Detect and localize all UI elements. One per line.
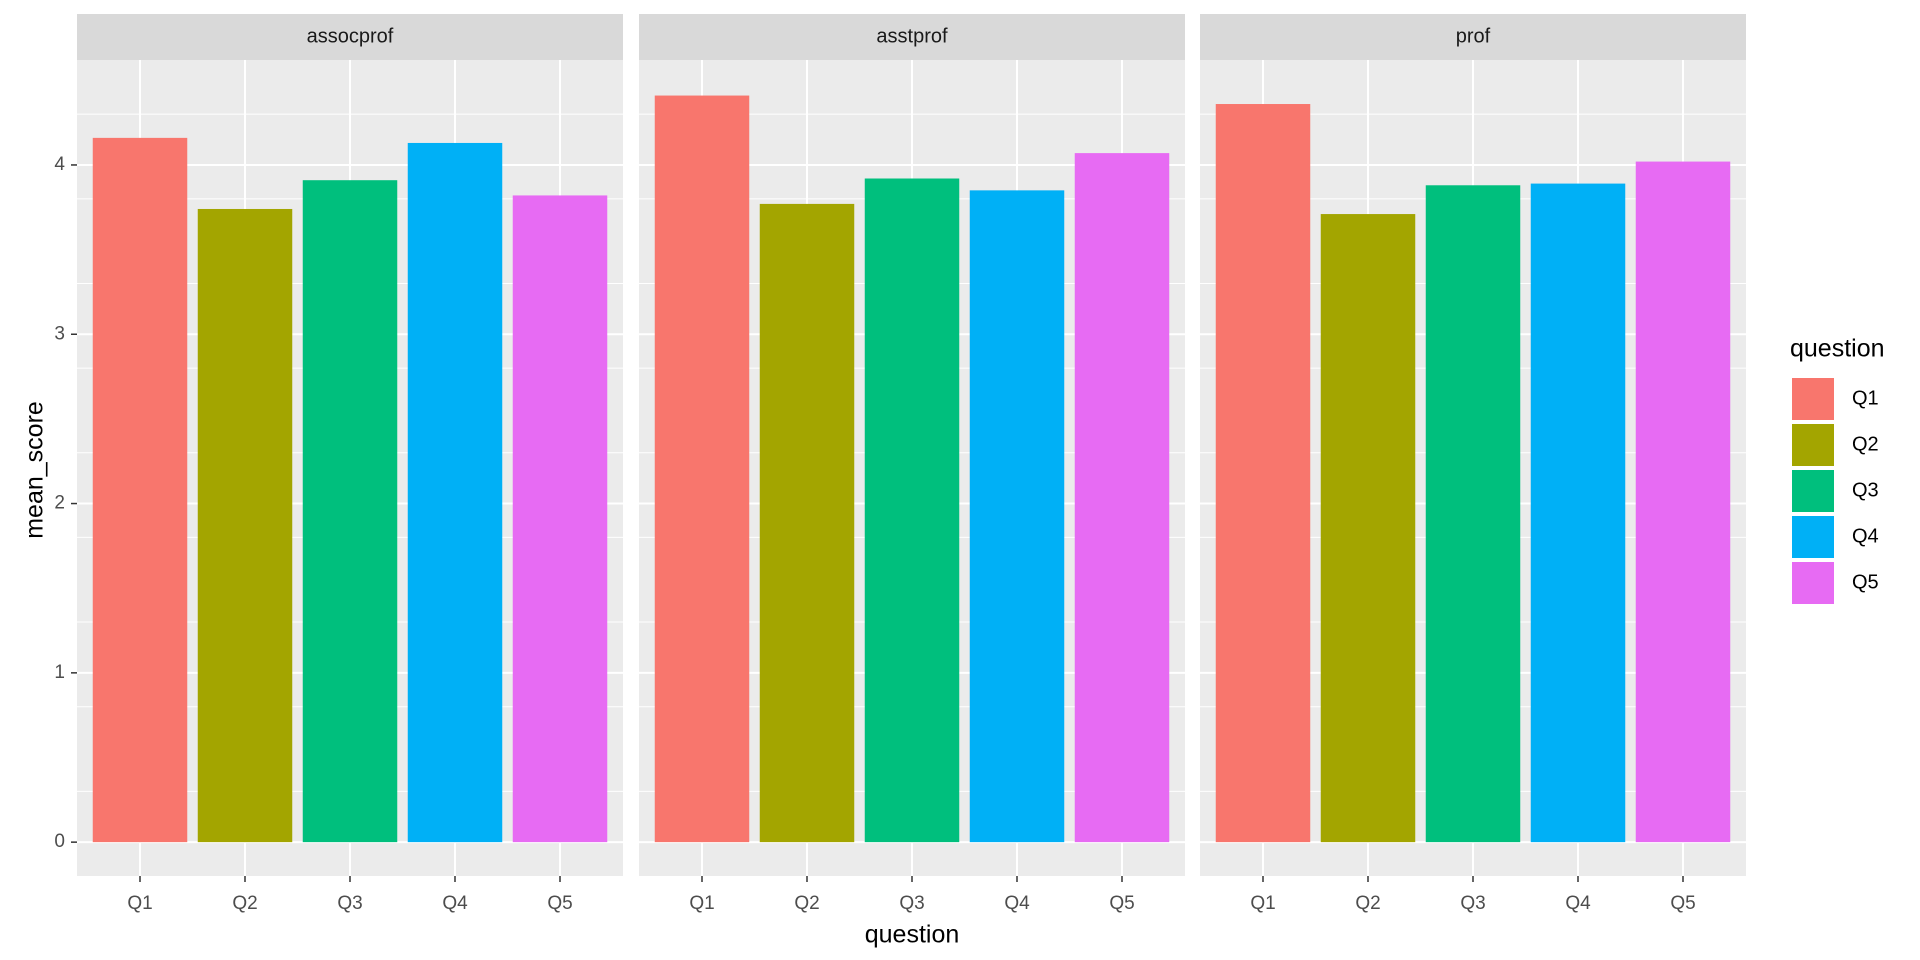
legend-label-q3: Q3	[1852, 479, 1879, 501]
bar-asstprof-q3	[864, 178, 960, 843]
legend-label-q2: Q2	[1852, 433, 1879, 455]
x-tick-label: Q1	[1250, 893, 1275, 914]
facet-strip	[77, 14, 623, 60]
bar-prof-q3	[1425, 185, 1521, 843]
bar-prof-q4	[1530, 183, 1626, 843]
y-axis-title: mean_score	[21, 401, 49, 539]
panel-asstprof: asstprof Q1 Q2 Q3 Q4 Q5	[639, 14, 1185, 914]
bar-prof-q1	[1215, 104, 1311, 843]
x-tick-label: Q4	[442, 893, 468, 914]
legend-swatch-q5	[1792, 562, 1834, 604]
x-axis-title: question	[865, 921, 960, 949]
x-tick-label: Q3	[899, 893, 924, 914]
legend: question Q1 Q2 Q3 Q4 Q5	[1790, 335, 1885, 606]
bar-prof-q5	[1635, 161, 1731, 843]
y-tick-label: 1	[54, 662, 65, 683]
x-tick-label: Q5	[1109, 893, 1134, 914]
bar-assocprof-q5	[512, 195, 608, 843]
bar-asstprof-q2	[759, 203, 855, 843]
legend-swatch-q3	[1792, 470, 1834, 512]
panel-prof: prof Q1 Q2 Q3 Q4 Q5	[1200, 14, 1746, 914]
facet-label: assocprof	[307, 25, 394, 47]
x-tick-label: Q2	[794, 893, 819, 914]
y-tick-label: 2	[54, 493, 65, 514]
bar-asstprof-q5	[1074, 153, 1170, 843]
bar-asstprof-q1	[654, 95, 750, 843]
bar-prof-q2	[1320, 214, 1416, 843]
x-tick-label: Q3	[337, 893, 362, 914]
legend-label-q1: Q1	[1852, 387, 1879, 409]
y-tick-label: 0	[54, 831, 65, 852]
bar-asstprof-q4	[969, 190, 1065, 843]
x-tick-label: Q4	[1565, 893, 1591, 914]
x-tick-label: Q3	[1460, 893, 1485, 914]
x-tick-label: Q4	[1004, 893, 1030, 914]
legend-swatch-q2	[1792, 424, 1834, 466]
facet-strip	[1200, 14, 1746, 60]
bar-assocprof-q3	[302, 180, 398, 843]
x-tick-label: Q5	[1670, 893, 1695, 914]
x-tick-label: Q1	[127, 893, 152, 914]
bar-assocprof-q4	[407, 142, 503, 843]
y-tick-label: 4	[54, 154, 65, 175]
x-tick-label: Q1	[689, 893, 714, 914]
x-tick-label: Q2	[1355, 893, 1380, 914]
legend-swatch-q1	[1792, 378, 1834, 420]
legend-keys: Q1 Q2 Q3 Q4 Q5	[1790, 376, 1879, 606]
x-tick-label: Q5	[547, 893, 572, 914]
y-axis: 0 1 2 3 4	[54, 154, 77, 852]
facet-label: prof	[1456, 25, 1491, 47]
legend-label-q5: Q5	[1852, 571, 1879, 593]
y-tick-label: 3	[54, 323, 65, 344]
legend-label-q4: Q4	[1852, 525, 1879, 547]
panel-assocprof: assocprof Q1 Q2 Q3 Q4 Q5	[77, 14, 623, 914]
legend-title: question	[1790, 335, 1885, 363]
bar-assocprof-q2	[197, 208, 293, 843]
x-tick-label: Q2	[232, 893, 257, 914]
facet-label: asstprof	[876, 25, 948, 47]
facet-strip	[639, 14, 1185, 60]
bar-assocprof-q1	[92, 137, 188, 843]
legend-swatch-q4	[1792, 516, 1834, 558]
